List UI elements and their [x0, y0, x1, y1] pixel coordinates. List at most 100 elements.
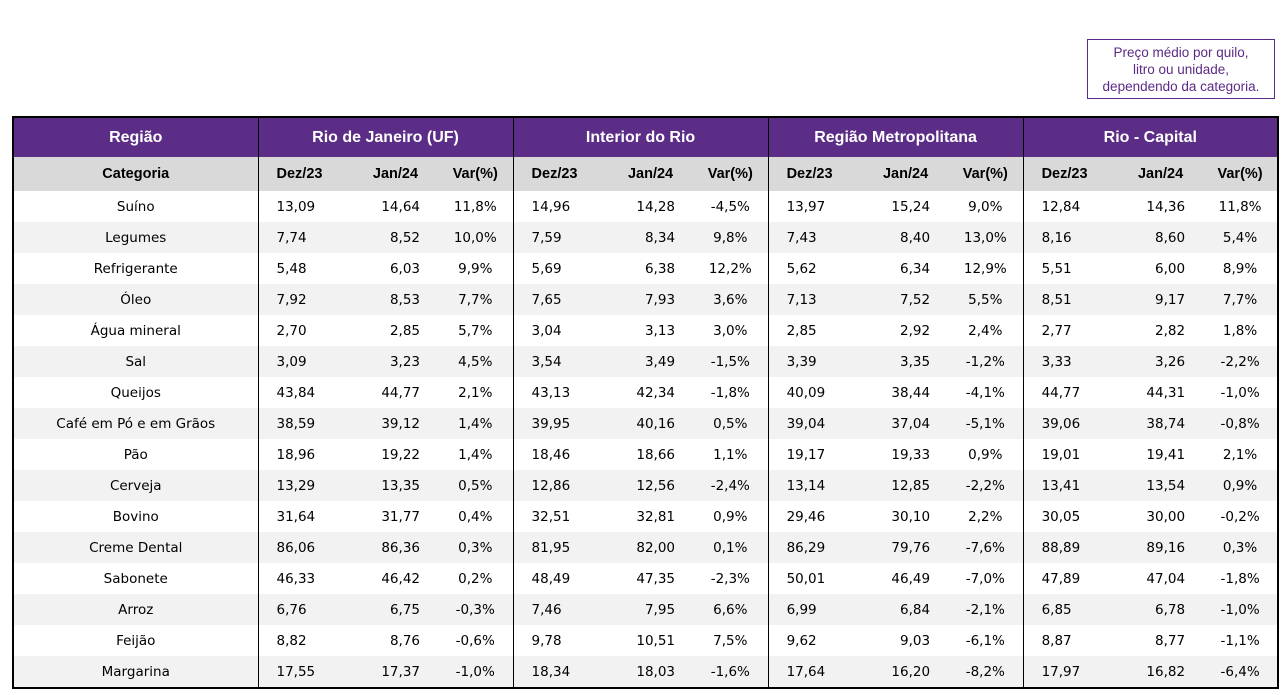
category-cell: Cerveja	[13, 470, 258, 501]
value-cell: 86,06	[257, 532, 353, 563]
value-cell: 10,51	[636, 632, 676, 649]
value-cell: 18,96	[257, 439, 353, 470]
value-cell: 7,52	[863, 284, 949, 315]
value-cell: 2,77	[1022, 315, 1119, 346]
value-cell: 16,20	[863, 656, 949, 688]
value-cell: 7,95	[608, 594, 694, 625]
value-cell: 12,85	[863, 470, 949, 501]
value-cell: 44,31	[1146, 384, 1186, 401]
value-cell: 1,1%	[713, 446, 748, 463]
value-cell: -2,2%	[948, 470, 1024, 501]
value-cell: 3,6%	[693, 284, 769, 315]
price-table: Região Rio de Janeiro (UF) Interior do R…	[12, 116, 1280, 689]
col-jan-header: Jan/24	[608, 157, 694, 191]
value-cell: 3,26	[1118, 346, 1204, 377]
value-cell: 9,78	[512, 625, 609, 656]
value-cell: -0,3%	[438, 594, 514, 625]
value-cell: 2,92	[900, 322, 931, 339]
value-cell: 38,44	[891, 384, 931, 401]
value-cell: -2,3%	[710, 570, 750, 587]
value-cell: 14,96	[512, 191, 609, 222]
value-cell: 38,59	[257, 408, 353, 439]
value-cell: -8,2%	[948, 656, 1024, 688]
value-cell: 6,03	[389, 260, 420, 277]
value-cell: -7,0%	[965, 570, 1005, 587]
table-row: Bovino 31,64 31,77 0,4% 32,51 32,81 0,9% 29,46 3…	[13, 501, 1278, 532]
regiao-header: Região	[13, 117, 258, 157]
value-cell: 8,51	[1022, 284, 1119, 315]
value-cell: 17,55	[257, 656, 353, 688]
value-cell: 8,34	[608, 222, 694, 253]
value-cell: 0,9%	[713, 508, 748, 525]
col-dez-header: Dez/23	[1022, 157, 1119, 191]
value-cell: 2,85	[767, 315, 864, 346]
value-cell: -1,2%	[948, 346, 1024, 377]
value-cell: 2,82	[1155, 322, 1186, 339]
value-cell: 18,66	[636, 446, 676, 463]
value-cell: 0,5%	[693, 408, 769, 439]
value-cell: 7,92	[257, 284, 353, 315]
value-cell: 29,46	[767, 501, 864, 532]
region-header-capital: Rio - Capital	[1022, 117, 1279, 157]
value-cell: 9,17	[1118, 284, 1204, 315]
category-cell: Margarina	[13, 656, 258, 688]
value-cell: -6,1%	[965, 632, 1005, 649]
value-cell: -1,5%	[693, 346, 769, 377]
table-row: Sal 3,09 3,23 4,5% 3,54 3,49 -1,5% 3,39 3,35 -1,2…	[13, 346, 1279, 377]
category-cell: Sal	[13, 346, 258, 377]
value-cell: 7,65	[512, 284, 609, 315]
table-row: Suíno 13,09 14,64 11,8% 14,96 14,28 -4,5% 13,97…	[13, 191, 1278, 222]
value-cell: 40,16	[608, 408, 694, 439]
value-cell: 17,97	[1022, 656, 1119, 688]
value-cell: 13,35	[353, 470, 438, 501]
value-cell: 3,04	[512, 315, 609, 346]
value-cell: 11,8%	[453, 198, 497, 215]
value-cell: -5,1%	[948, 408, 1024, 439]
value-cell: -2,2%	[1203, 346, 1279, 377]
category-cell: Suíno	[116, 198, 155, 215]
col-jan-header: Jan/24	[1118, 157, 1204, 191]
value-cell: 31,77	[381, 508, 420, 525]
value-cell: 88,89	[1022, 532, 1119, 563]
col-dez-header: Dez/23	[257, 157, 353, 191]
value-cell: 9,0%	[968, 198, 1003, 215]
col-var-header: Var(%)	[693, 157, 769, 191]
table-row: Arroz 6,76 6,75 -0,3% 7,46 7,95 6,6% 6,99 6,84 -2…	[13, 594, 1279, 625]
category-cell: Refrigerante	[93, 260, 178, 277]
value-cell: 19,22	[381, 446, 420, 463]
value-cell: 5,62	[767, 253, 864, 284]
value-cell: 8,87	[1022, 625, 1119, 656]
value-cell: 2,1%	[1222, 446, 1258, 463]
value-cell: 0,9%	[1203, 470, 1279, 501]
value-cell: 17,64	[767, 656, 864, 688]
value-cell: 8,76	[389, 632, 420, 649]
category-cell: Queijos	[110, 384, 161, 401]
value-cell: 2,70	[257, 315, 353, 346]
value-cell: 39,04	[767, 408, 864, 439]
table-row: Água mineral 2,70 2,85 5,7% 3,04 3,13 3,0% 2,85…	[13, 315, 1278, 346]
value-cell: 32,81	[636, 508, 676, 525]
table-row: Feijão 8,82 8,76 -0,6% 9,78 10,51 7,5% 9,62 9,03…	[13, 625, 1278, 656]
table-row: Café em Pó e em Grãos 38,59 39,12 1,4% 39,95…	[13, 408, 1279, 439]
value-cell: 13,0%	[948, 222, 1024, 253]
categoria-header: Categoria	[13, 157, 258, 191]
value-cell: -0,8%	[1203, 408, 1279, 439]
table-body: Suíno 13,09 14,64 11,8% 14,96 14,28 -4,5% 13,97…	[13, 191, 1279, 688]
value-cell: 3,0%	[713, 322, 748, 339]
value-cell: 6,34	[900, 260, 931, 277]
value-cell: 30,05	[1022, 501, 1119, 532]
value-cell: 3,49	[608, 346, 694, 377]
category-cell: Feijão	[116, 632, 156, 649]
value-cell: 6,78	[1118, 594, 1204, 625]
value-cell: 31,64	[257, 501, 353, 532]
value-cell: 1,4%	[438, 408, 514, 439]
category-cell: Creme Dental	[13, 532, 258, 563]
value-cell: 9,8%	[693, 222, 769, 253]
value-cell: 1,4%	[458, 446, 493, 463]
value-cell: -1,0%	[438, 656, 514, 688]
value-cell: -4,5%	[710, 198, 750, 215]
region-header-metropolitana: Região Metropolitana	[767, 117, 1024, 157]
table-row: Creme Dental 86,06 86,36 0,3% 81,95 82,00 0,1%…	[13, 532, 1279, 563]
value-cell: 13,09	[257, 191, 353, 222]
note-box: Preço médio por quilo, litro ou unidade,…	[1087, 39, 1275, 99]
